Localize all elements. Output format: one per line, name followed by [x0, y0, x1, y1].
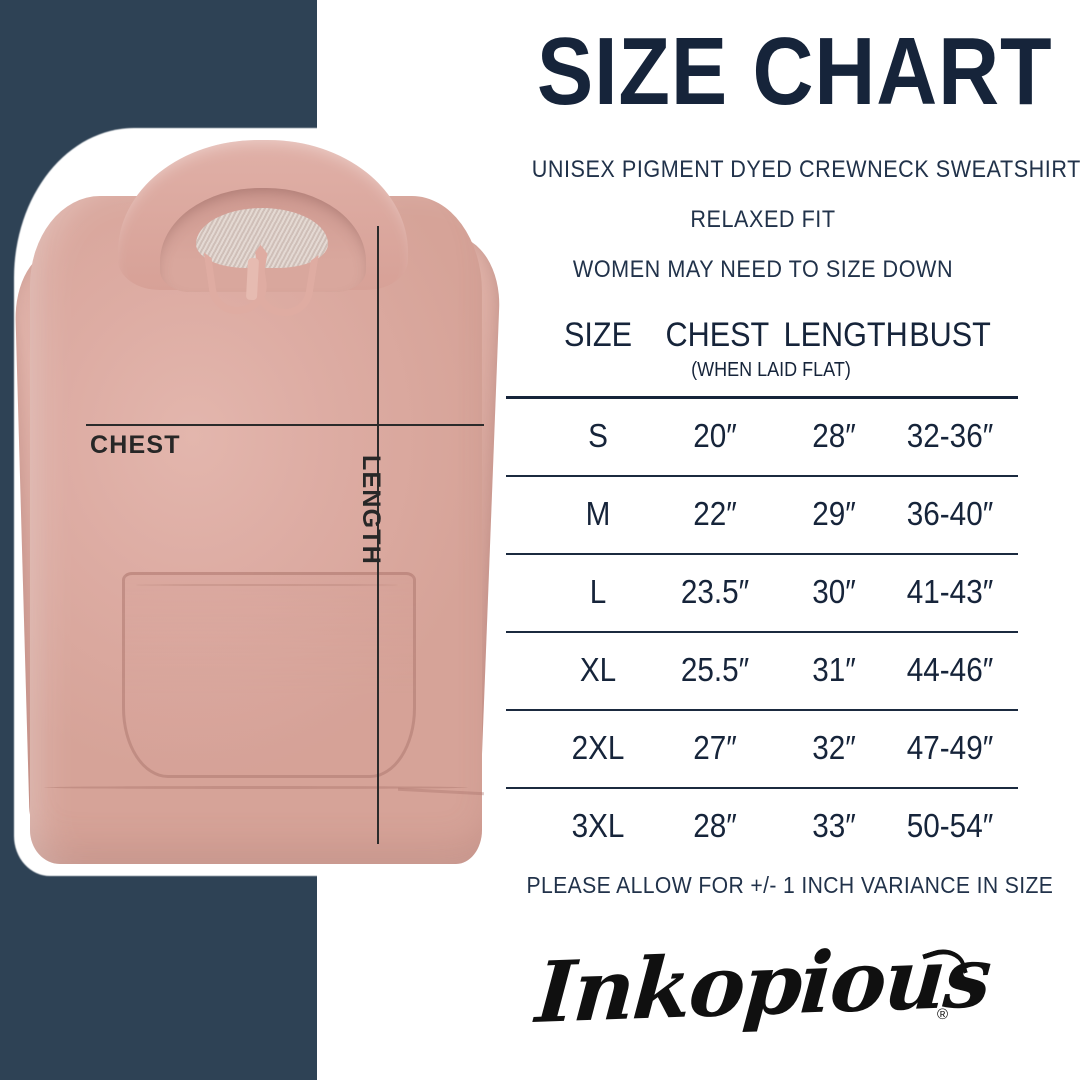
cell-length: 33″	[812, 807, 856, 844]
table-row: 2XL 27″ 32″ 47-49″	[506, 711, 1020, 787]
cell-size: 3XL	[571, 807, 625, 844]
table-divider	[506, 709, 1018, 711]
chest-measure-line	[86, 424, 484, 426]
table-row: S 20″ 28″ 32-36″	[506, 399, 1020, 475]
subtitle-sizing-advice: WOMEN MAY NEED TO SIZE DOWN	[572, 256, 954, 283]
cell-size: 2XL	[571, 729, 625, 766]
size-table: SIZE CHEST LENGTH BUST (WHEN LAID FLAT) …	[506, 318, 1020, 865]
subtitle-group: UNISEX PIGMENT DYED CREWNECK SWEATSHIRT …	[506, 156, 1080, 308]
cell-size: L	[589, 573, 607, 610]
hood-lining	[196, 208, 328, 268]
cell-chest: 25.5″	[680, 651, 750, 688]
brand-logo-text: Inkopious	[533, 927, 994, 1042]
cell-bust: 36-40″	[906, 495, 994, 532]
table-divider	[506, 631, 1018, 633]
cell-chest: 27″	[693, 729, 737, 766]
waist-hem	[44, 786, 468, 789]
column-header-chest: CHEST	[665, 316, 770, 354]
cell-length: 31″	[812, 651, 856, 688]
table-header-row: SIZE CHEST LENGTH BUST (WHEN LAID FLAT)	[506, 318, 1020, 396]
cell-size: S	[588, 417, 608, 454]
column-header-length: LENGTH	[783, 316, 908, 354]
length-measure-line	[377, 226, 379, 844]
registered-trademark-icon: ®	[936, 1006, 948, 1023]
table-divider	[506, 553, 1018, 555]
cell-chest: 28″	[693, 807, 737, 844]
table-divider-top	[506, 396, 1018, 399]
cell-length: 32″	[812, 729, 856, 766]
table-row: 3XL 28″ 33″ 50-54″	[506, 789, 1020, 865]
kangaroo-pocket	[122, 572, 416, 778]
cell-chest: 22″	[693, 495, 737, 532]
table-divider	[506, 787, 1018, 789]
subtitle-product: UNISEX PIGMENT DYED CREWNECK SWEATSHIRT	[531, 156, 1080, 183]
cell-bust: 47-49″	[906, 729, 994, 766]
cell-bust: 32-36″	[906, 417, 994, 454]
table-row: XL 25.5″ 31″ 44-46″	[506, 633, 1020, 709]
column-header-note: (WHEN LAID FLAT)	[691, 359, 851, 381]
cell-chest: 20″	[693, 417, 737, 454]
table-row: M 22″ 29″ 36-40″	[506, 477, 1020, 553]
column-header-bust: BUST	[909, 316, 991, 354]
brand-logo: Inkopious ®	[506, 927, 1020, 1050]
page-title: SIZE CHART	[536, 18, 1053, 125]
subtitle-fit: RELAXED FIT	[690, 206, 836, 233]
column-header-size: SIZE	[563, 316, 633, 354]
table-divider	[506, 475, 1018, 477]
drawstring-tail	[245, 257, 260, 301]
cell-bust: 50-54″	[906, 807, 994, 844]
cell-length: 30″	[812, 573, 856, 610]
variance-note: PLEASE ALLOW FOR +/- 1 INCH VARIANCE IN …	[526, 872, 1054, 898]
cell-bust: 44-46″	[906, 651, 994, 688]
cell-chest: 23.5″	[680, 573, 750, 610]
cell-length: 28″	[812, 417, 856, 454]
chest-measure-label: CHEST	[90, 431, 181, 459]
product-photo: CHEST LENGTH	[0, 0, 520, 1080]
cell-length: 29″	[812, 495, 856, 532]
pocket-hem	[136, 584, 398, 586]
length-measure-label: LENGTH	[357, 455, 385, 565]
table-row: L 23.5″ 30″ 41-43″	[506, 555, 1020, 631]
cell-size: M	[585, 495, 611, 532]
chart-content: SIZE CHART UNISEX PIGMENT DYED CREWNECK …	[506, 0, 1080, 1080]
sweatshirt-body	[30, 196, 482, 864]
cell-bust: 41-43″	[906, 573, 994, 610]
cell-size: XL	[579, 651, 617, 688]
